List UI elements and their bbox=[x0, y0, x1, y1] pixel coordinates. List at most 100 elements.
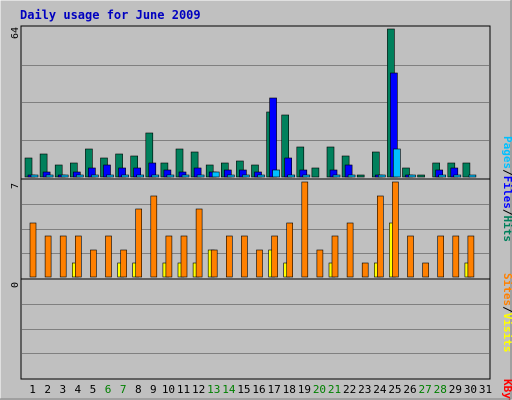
sites-bar bbox=[301, 181, 309, 278]
pages-bar bbox=[287, 174, 296, 178]
x-tick-label: 14 bbox=[222, 383, 236, 396]
pages-bar bbox=[393, 148, 401, 178]
sites-bar bbox=[226, 235, 233, 278]
sites-bar bbox=[180, 235, 188, 278]
sites-bar bbox=[210, 249, 218, 278]
hits-bar bbox=[311, 167, 320, 178]
sites-bar bbox=[105, 235, 112, 278]
legend-files: Files bbox=[501, 176, 512, 209]
sites-bar bbox=[376, 195, 384, 278]
pages-bar bbox=[347, 174, 356, 178]
pages-bar bbox=[453, 174, 462, 178]
visits-panel-legend: Sites/Visits bbox=[501, 273, 512, 353]
pages-bar bbox=[76, 174, 84, 178]
pages-bar bbox=[91, 174, 99, 178]
x-tick-label: 27 bbox=[419, 383, 432, 396]
x-tick-label: 25 bbox=[388, 383, 401, 396]
legend-sites: Sites bbox=[501, 273, 512, 306]
x-tick-label: 3 bbox=[59, 383, 66, 396]
x-tick-label: 18 bbox=[283, 383, 296, 396]
x-tick-label: 11 bbox=[177, 383, 190, 396]
x-tick-label: 21 bbox=[328, 383, 341, 396]
legend-separator: / bbox=[501, 209, 512, 216]
x-tick-label: 29 bbox=[449, 383, 462, 396]
sites-bar bbox=[75, 235, 82, 278]
hits-bar bbox=[371, 151, 380, 178]
pages-bar bbox=[272, 169, 280, 178]
hits-bar bbox=[462, 162, 471, 178]
pages-bar bbox=[408, 174, 416, 178]
sites-bar bbox=[150, 195, 158, 278]
x-tick-label: 9 bbox=[150, 383, 157, 396]
bar-marks bbox=[24, 28, 477, 278]
legend-hits: Hits bbox=[501, 216, 512, 243]
x-tick-label: 20 bbox=[313, 383, 326, 396]
pages-bar bbox=[45, 174, 54, 178]
pages-bar bbox=[242, 174, 250, 178]
visits-y-max-label: 7 bbox=[10, 183, 21, 189]
sites-bar bbox=[467, 235, 475, 278]
pages-bar bbox=[60, 174, 69, 178]
hits-bar bbox=[417, 174, 425, 178]
pages-bar bbox=[166, 174, 175, 178]
x-tick-label: 5 bbox=[90, 383, 97, 396]
pages-bar bbox=[257, 174, 265, 178]
sites-bar bbox=[286, 222, 294, 278]
sites-bar bbox=[271, 235, 278, 278]
files-bar bbox=[269, 97, 277, 178]
x-tick-label: 10 bbox=[162, 383, 175, 396]
x-tick-label: 2 bbox=[44, 383, 51, 396]
hits-y-max-label: 64 bbox=[10, 27, 21, 39]
legend-visits: Visits bbox=[501, 313, 512, 353]
sites-bar bbox=[120, 249, 127, 278]
sites-bar bbox=[256, 249, 263, 278]
sites-bar bbox=[392, 181, 399, 278]
sites-bar bbox=[437, 235, 445, 278]
x-tick-label: 24 bbox=[373, 383, 387, 396]
sites-bar bbox=[346, 222, 354, 278]
x-tick-label: 1 bbox=[29, 383, 36, 396]
x-tick-label: 16 bbox=[252, 383, 265, 396]
x-tick-label: 17 bbox=[268, 383, 281, 396]
pages-bar bbox=[302, 174, 311, 178]
pages-bar bbox=[377, 174, 386, 178]
sites-bar bbox=[195, 208, 203, 278]
sites-bar bbox=[165, 235, 173, 278]
sites-bar bbox=[452, 235, 460, 278]
hits-bar bbox=[356, 174, 365, 178]
pages-bar bbox=[151, 174, 160, 178]
x-tick-label: 30 bbox=[464, 383, 477, 396]
x-tick-label: 7 bbox=[120, 383, 127, 396]
x-tick-label: 31 bbox=[479, 383, 492, 396]
pages-bar bbox=[211, 171, 220, 178]
sites-bar bbox=[331, 235, 339, 278]
x-tick-label: 8 bbox=[135, 383, 142, 396]
legend-separator: / bbox=[501, 169, 512, 176]
sites-bar bbox=[59, 235, 67, 278]
x-tick-label: 6 bbox=[105, 383, 112, 396]
hits-panel-legend: Pages/Files/Hits bbox=[501, 136, 512, 242]
sites-bar bbox=[44, 235, 52, 278]
pages-bar bbox=[438, 174, 447, 178]
kbytes-y-max-label: 0 bbox=[10, 282, 21, 288]
sites-bar bbox=[241, 235, 248, 278]
sites-bar bbox=[90, 249, 97, 278]
sites-bar bbox=[316, 249, 324, 278]
x-tick-label: 26 bbox=[403, 383, 416, 396]
x-axis-day-labels: 1 2 3 4 5 6 7 8 9 10 11 12 13 14 15 16 17 18 19 20 21 22 23 24 2… bbox=[29, 383, 492, 396]
x-tick-label: 22 bbox=[343, 383, 356, 396]
x-tick-label: 19 bbox=[298, 383, 311, 396]
pages-bar bbox=[227, 174, 235, 178]
x-tick-label: 28 bbox=[434, 383, 447, 396]
x-tick-label: 15 bbox=[237, 383, 250, 396]
hits-bar bbox=[24, 157, 33, 178]
pages-bar bbox=[181, 174, 190, 178]
sites-bar bbox=[29, 222, 37, 278]
sites-bar bbox=[361, 262, 369, 278]
x-tick-label: 13 bbox=[207, 383, 220, 396]
pages-bar bbox=[468, 174, 477, 178]
pages-bar bbox=[332, 174, 341, 178]
pages-bar bbox=[136, 174, 144, 178]
pages-bar bbox=[196, 174, 205, 178]
